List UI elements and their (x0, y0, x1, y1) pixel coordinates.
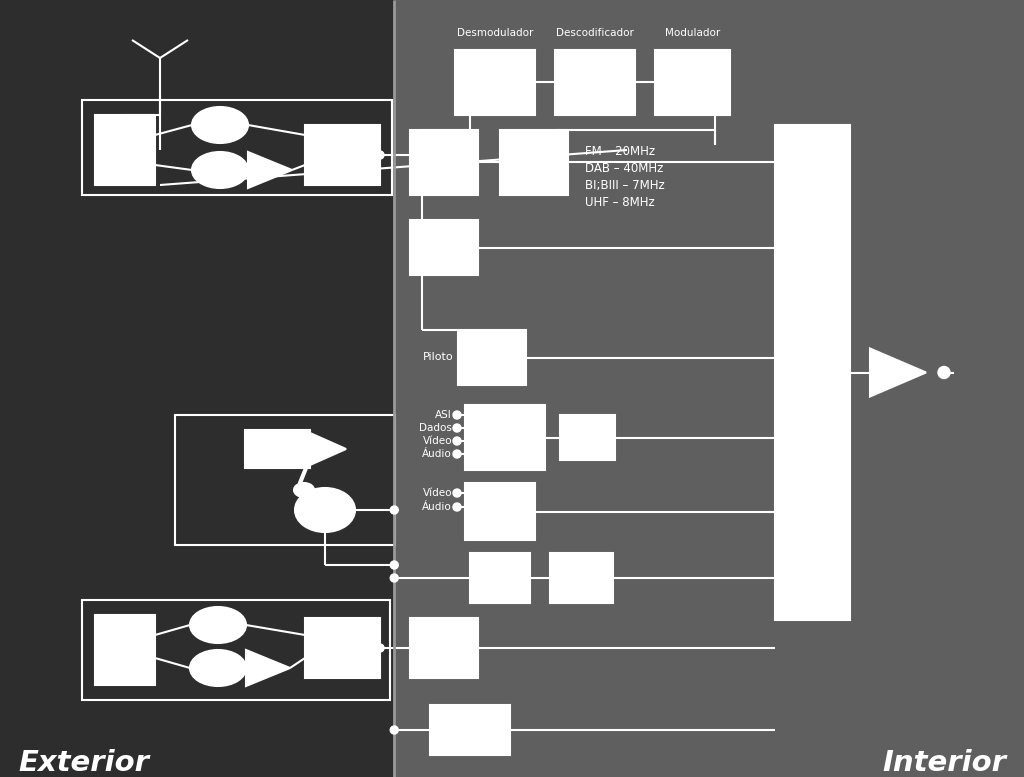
Circle shape (453, 503, 461, 511)
Circle shape (390, 726, 398, 734)
Ellipse shape (193, 107, 248, 143)
Ellipse shape (295, 488, 355, 532)
Text: Dados: Dados (419, 423, 452, 433)
Circle shape (453, 411, 461, 419)
Bar (465, 405, 545, 470)
Circle shape (453, 437, 461, 445)
Bar (95, 115, 155, 185)
Bar (95, 615, 155, 685)
Bar (245, 430, 310, 468)
Ellipse shape (190, 650, 246, 686)
Text: ASI: ASI (435, 410, 452, 420)
Bar (82, 600, 390, 700)
Text: Modulador: Modulador (665, 28, 720, 38)
Bar (410, 220, 478, 275)
Bar (394, 0, 1024, 777)
Bar (305, 618, 380, 678)
Circle shape (453, 489, 461, 497)
Text: Áudio: Áudio (422, 502, 452, 512)
Circle shape (390, 561, 398, 569)
Circle shape (390, 574, 398, 582)
Text: Exterior: Exterior (18, 749, 150, 777)
Bar (500, 130, 568, 195)
Circle shape (376, 644, 384, 652)
Text: Interior: Interior (882, 749, 1006, 777)
Bar (305, 125, 380, 185)
Text: Desmodulador: Desmodulador (457, 28, 534, 38)
Text: Piloto: Piloto (422, 353, 453, 363)
Text: Vídeo: Vídeo (423, 488, 452, 498)
Bar (555, 50, 635, 115)
Polygon shape (246, 650, 290, 686)
Text: Descodificador: Descodificador (556, 28, 634, 38)
Text: Áudio: Áudio (422, 449, 452, 459)
Circle shape (453, 450, 461, 458)
Polygon shape (870, 349, 926, 396)
Bar (775, 125, 850, 620)
Ellipse shape (190, 607, 246, 643)
Bar (0, 0, 394, 777)
Polygon shape (310, 433, 346, 465)
Bar (82, 100, 392, 195)
Circle shape (376, 151, 384, 159)
Text: Vídeo: Vídeo (423, 436, 452, 446)
Text: FM – 20MHz
DAB – 40MHz
BI;BIII – 7MHz
UHF – 8MHz: FM – 20MHz DAB – 40MHz BI;BIII – 7MHz UH… (585, 145, 665, 209)
Bar (458, 330, 526, 385)
Bar (175, 415, 395, 545)
Polygon shape (248, 152, 292, 188)
Bar (455, 50, 535, 115)
Bar (560, 415, 615, 460)
Ellipse shape (294, 483, 314, 497)
Bar (470, 553, 530, 603)
Circle shape (938, 367, 950, 378)
Bar (410, 618, 478, 678)
Ellipse shape (193, 152, 248, 188)
Bar (430, 705, 510, 755)
Circle shape (453, 424, 461, 432)
Bar (550, 553, 613, 603)
Bar (410, 130, 478, 195)
Bar (465, 483, 535, 540)
Bar (655, 50, 730, 115)
Circle shape (390, 506, 398, 514)
